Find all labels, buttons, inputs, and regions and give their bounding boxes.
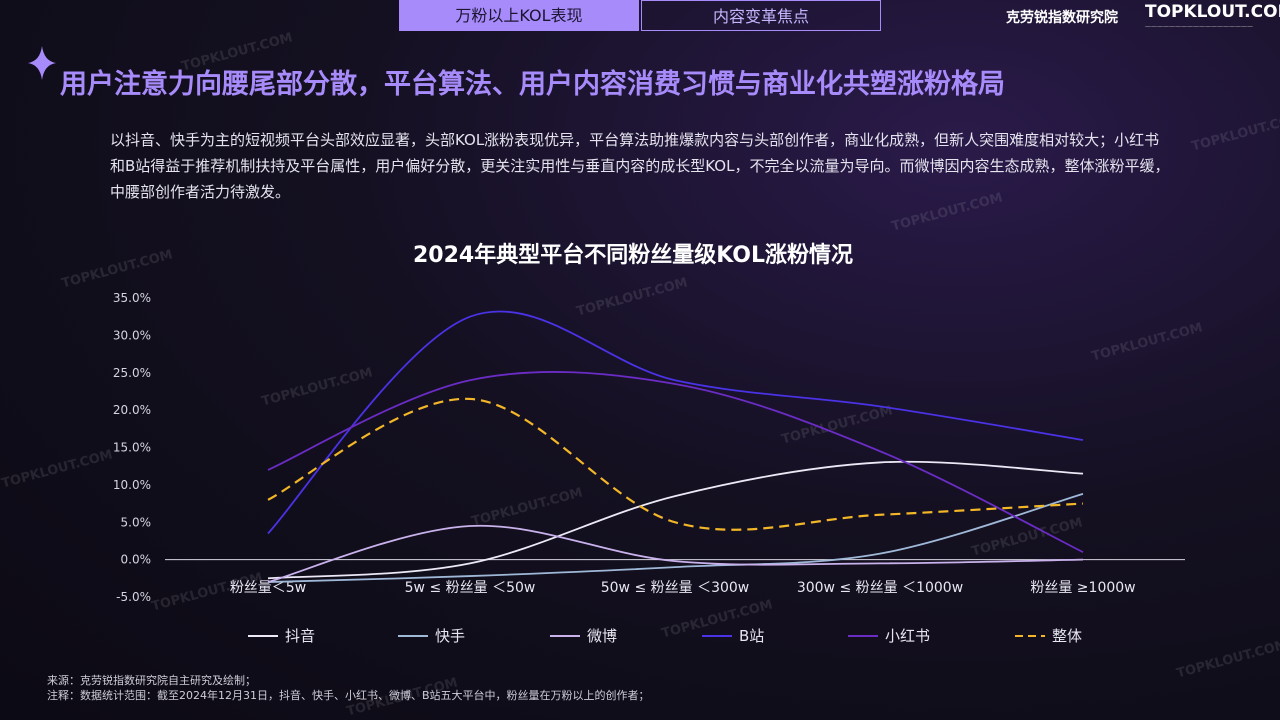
x-tick-label: 300w ≤ 粉丝量 ＜1000w bbox=[797, 580, 963, 596]
chart-title: 2024年典型平台不同粉丝量级KOL涨粉情况 bbox=[412, 243, 853, 268]
sparkle-icon bbox=[28, 46, 56, 80]
brand-logo-tagline: —————————————————— bbox=[1145, 23, 1253, 30]
tab-content-focus[interactable]: 内容变革焦点 bbox=[641, 0, 881, 31]
intro-text: 以抖音、快手为主的短视频平台头部效应显著，头部KOL涨粉表现优异，平台算法助推爆… bbox=[110, 131, 1170, 201]
series-line-overall bbox=[267, 397, 1084, 531]
y-tick-label: 30.0% bbox=[113, 328, 151, 342]
y-tick-label: 0.0% bbox=[121, 553, 152, 567]
series-line-xiaohongshu bbox=[267, 371, 1084, 553]
legend-label-overall: 整体 bbox=[1052, 627, 1082, 645]
y-tick-label: -5.0% bbox=[116, 590, 151, 604]
legend-label-douyin: 抖音 bbox=[285, 627, 315, 645]
tab-kol-performance[interactable]: 万粉以上KOL表现 bbox=[399, 0, 639, 31]
scope-note: 注释：数据统计范围：截至2024年12月31日，抖音、快手、小红书、微博、B站五… bbox=[47, 689, 650, 702]
source-note: 来源：克劳锐指数研究院自主研究及绘制； bbox=[47, 674, 256, 687]
y-tick-label: 25.0% bbox=[113, 366, 151, 380]
series-line-kuaishou bbox=[267, 492, 1084, 583]
page-headline: 用户注意力向腰尾部分散，平台算法、用户内容消费习惯与商业化共塑涨粉格局 bbox=[60, 69, 1005, 100]
y-tick-label: 15.0% bbox=[113, 441, 151, 455]
y-tick-label: 5.0% bbox=[121, 515, 152, 529]
x-tick-label: 粉丝量＜5w bbox=[230, 580, 306, 596]
brand-logo: TOPKLOUT.COM bbox=[1145, 2, 1280, 22]
x-tick-label: 5w ≤ 粉丝量 ＜50w bbox=[405, 580, 536, 596]
brand-name: 克劳锐指数研究院 bbox=[1006, 10, 1118, 26]
y-tick-label: 20.0% bbox=[113, 403, 151, 417]
legend-label-weibo: 微博 bbox=[587, 627, 617, 645]
series-line-douyin bbox=[267, 460, 1084, 580]
x-tick-label: 粉丝量 ≥1000w bbox=[1030, 580, 1135, 596]
y-tick-label: 10.0% bbox=[113, 478, 151, 492]
legend-label-kuaishou: 快手 bbox=[435, 627, 465, 645]
series-line-bilibili bbox=[267, 310, 1084, 535]
x-tick-label: 50w ≤ 粉丝量 ＜300w bbox=[601, 580, 750, 596]
legend-label-xiaohongshu: 小红书 bbox=[885, 627, 930, 645]
y-tick-label: 35.0% bbox=[113, 291, 151, 305]
series-line-weibo bbox=[267, 524, 1084, 583]
legend-label-bilibili: B站 bbox=[739, 627, 764, 645]
top-tabs: 万粉以上KOL表现 内容变革焦点 bbox=[399, 0, 881, 31]
